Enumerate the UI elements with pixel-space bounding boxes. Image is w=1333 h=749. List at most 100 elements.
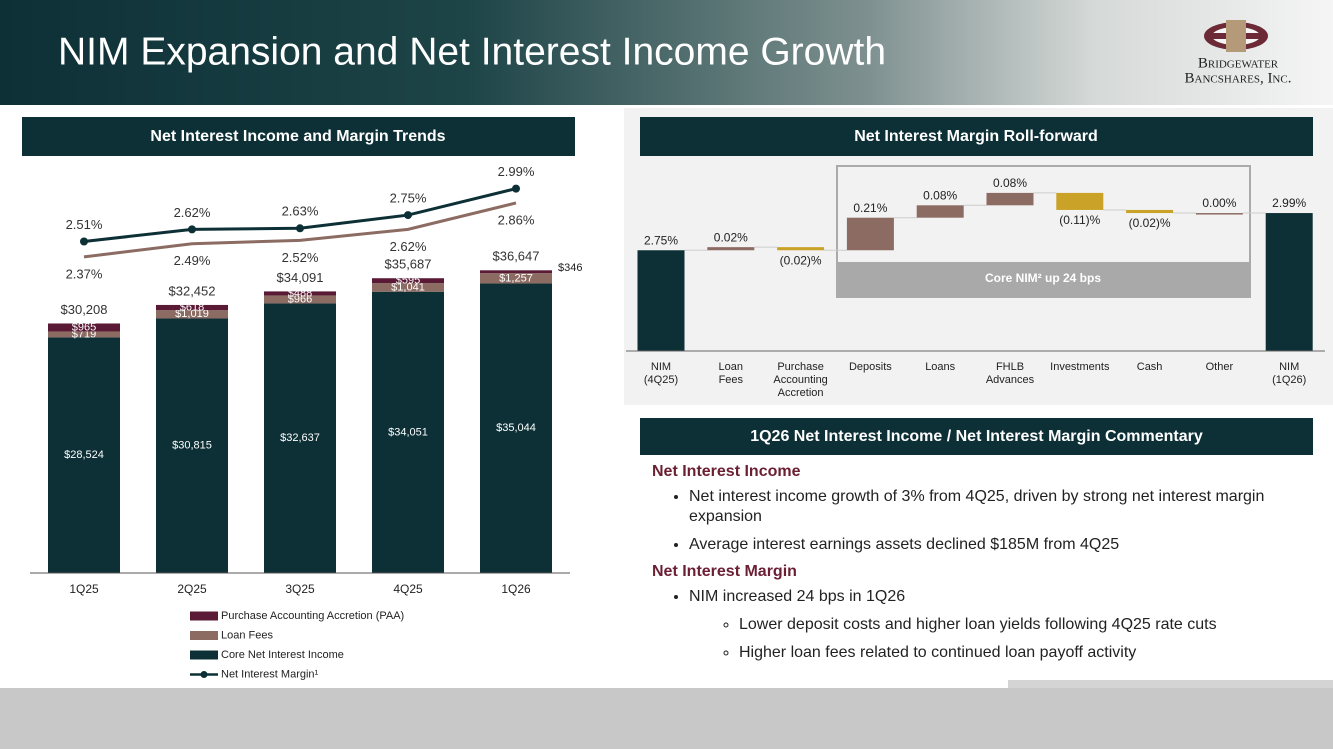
x-tick-label: Investments	[1050, 361, 1110, 373]
legend-swatch	[190, 650, 218, 660]
waterfall-bar	[1265, 213, 1313, 351]
bullet: NIM increased 24 bps in 1Q26 Lower depos…	[689, 587, 1313, 663]
waterfall-bar	[1056, 192, 1104, 210]
logo-line: Bridgewater	[1198, 55, 1279, 71]
bullet-text: NIM increased 24 bps in 1Q26	[689, 588, 906, 605]
value-label: (0.02)%	[780, 253, 822, 267]
bar-segment	[264, 303, 336, 573]
x-tick-label: NIM (1Q26)	[1272, 361, 1307, 386]
value-label: 0.02%	[714, 230, 748, 244]
line-marker	[404, 211, 412, 220]
annotation: Core NIM² up 24 bps	[985, 271, 1101, 285]
waterfall-bar	[916, 205, 964, 218]
value-label: 2.99%	[1272, 196, 1306, 210]
line-marker	[188, 225, 196, 234]
waterfall-bar	[986, 192, 1034, 206]
legend-label: Core Net Interest Income	[221, 649, 344, 661]
bar-segment	[48, 323, 120, 332]
legend-label: Loan Fees	[221, 629, 273, 641]
value-label: 0.00%	[1202, 196, 1236, 210]
sub-bullet: Lower deposit costs and higher loan yiel…	[739, 615, 1313, 635]
bar-segment	[480, 273, 552, 284]
line-label: 2.62%	[174, 205, 211, 220]
panel-bg	[624, 108, 1333, 405]
value-label: 0.21%	[853, 201, 887, 215]
value-label: 0.08%	[993, 176, 1027, 190]
legend-swatch	[190, 631, 218, 640]
line-label: 2.86%	[498, 212, 535, 227]
bar-segment	[156, 304, 228, 311]
total-label: $32,452	[169, 283, 216, 298]
line-label: 2.75%	[390, 191, 427, 206]
waterfall-bar	[1195, 213, 1243, 215]
bar-segment	[156, 310, 228, 319]
chart-title: Net Interest Income and Margin Trends	[150, 128, 445, 145]
line-marker	[512, 184, 520, 193]
waterfall-bar	[707, 247, 755, 251]
x-tick-label: FHLB Advances	[985, 361, 1035, 386]
line-marker	[296, 224, 304, 233]
segment-label: $595	[396, 275, 420, 287]
line-label: 2.52%	[282, 250, 319, 265]
segment-label: $34,051	[388, 426, 428, 438]
bar-segment	[264, 295, 336, 304]
x-tick-label: 3Q25	[285, 582, 315, 596]
chart-title: Net Interest Margin Roll-forward	[854, 128, 1098, 145]
slide-title: NIM Expansion and Net Interest Income Gr…	[58, 30, 886, 73]
line-label: 2.37%	[66, 266, 103, 281]
segment-label: $28,524	[64, 449, 104, 461]
bar-segment	[372, 291, 444, 573]
core-band	[837, 262, 1250, 297]
segment-label: $346	[558, 262, 582, 274]
commentary-title: 1Q26 Net Interest Income / Net Interest …	[640, 418, 1313, 455]
segment-label: $966	[288, 293, 312, 305]
commentary: 1Q26 Net Interest Income / Net Interest …	[640, 418, 1313, 671]
bar-segment	[264, 291, 336, 296]
header-band	[0, 0, 1333, 105]
bar-segment	[372, 278, 444, 284]
value-label: 2.75%	[644, 233, 678, 247]
line-label: 2.49%	[174, 253, 211, 268]
line-label: 2.99%	[498, 164, 535, 179]
footer-band	[0, 688, 1333, 749]
bar-segment	[480, 283, 552, 573]
x-tick-label: NIM (4Q25)	[643, 361, 679, 386]
x-tick-label: Loan Fees	[718, 361, 744, 386]
segment-label: $618	[180, 301, 204, 313]
sub-bullet-list: Lower deposit costs and higher loan yiel…	[689, 615, 1313, 663]
x-tick-label: Loans	[925, 361, 956, 373]
segment-label: $488	[288, 287, 312, 299]
x-tick-label: 4Q25	[393, 582, 423, 596]
x-tick-label: Other	[1205, 361, 1234, 373]
chart-header	[22, 117, 575, 156]
bullet: Average interest earnings assets decline…	[689, 535, 1313, 555]
x-tick-label: 1Q26	[501, 582, 531, 596]
segment-label: $965	[72, 321, 96, 333]
logo-line: Bancshares, Inc.	[1185, 70, 1292, 86]
waterfall-bar	[1126, 209, 1174, 214]
bar-segment	[480, 270, 552, 274]
segment-label: $1,019	[175, 308, 209, 320]
line-label: 2.62%	[390, 239, 427, 254]
legend-swatch	[200, 671, 208, 678]
waterfall-bar	[777, 247, 825, 251]
bullet: Net interest income growth of 3% from 4Q…	[689, 487, 1313, 527]
waterfall-bar	[846, 217, 894, 251]
total-label: $35,687	[385, 257, 432, 272]
segment-label: $1,041	[391, 281, 425, 293]
total-label: $30,208	[61, 302, 108, 317]
waterfall-bar	[637, 250, 685, 351]
bar-segment	[156, 318, 228, 573]
legend-label: Net Interest Margin¹	[221, 668, 319, 680]
value-label: 0.08%	[923, 188, 957, 202]
line-label: 2.63%	[282, 204, 319, 219]
legend-label: Purchase Accounting Accretion (PAA)	[221, 610, 404, 622]
section-heading: Net Interest Margin	[652, 563, 797, 580]
total-label: $36,647	[493, 249, 540, 264]
sub-bullet: Higher loan fees related to continued lo…	[739, 643, 1313, 663]
chart-header	[640, 117, 1313, 156]
line-marker	[80, 237, 88, 246]
bar-segment	[48, 337, 120, 573]
x-tick-label: 2Q25	[177, 582, 207, 596]
